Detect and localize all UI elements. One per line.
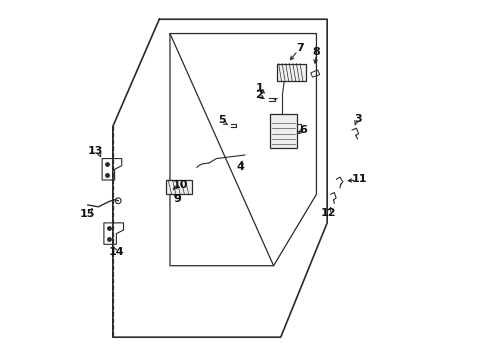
Text: 14: 14	[109, 247, 124, 257]
Text: 10: 10	[172, 180, 188, 190]
FancyBboxPatch shape	[270, 114, 297, 148]
FancyBboxPatch shape	[277, 64, 306, 81]
Text: 5: 5	[218, 115, 225, 125]
FancyBboxPatch shape	[167, 180, 192, 194]
Text: 7: 7	[296, 43, 304, 53]
Text: 4: 4	[237, 162, 245, 172]
Text: 12: 12	[320, 208, 336, 218]
Text: 2: 2	[255, 90, 263, 100]
Text: 6: 6	[300, 125, 308, 135]
Text: 9: 9	[173, 194, 181, 203]
Text: 3: 3	[355, 114, 363, 124]
Text: 13: 13	[88, 147, 103, 157]
Text: 8: 8	[313, 47, 320, 57]
Text: 1: 1	[255, 83, 263, 93]
Text: 11: 11	[351, 174, 367, 184]
Text: 15: 15	[79, 209, 95, 219]
